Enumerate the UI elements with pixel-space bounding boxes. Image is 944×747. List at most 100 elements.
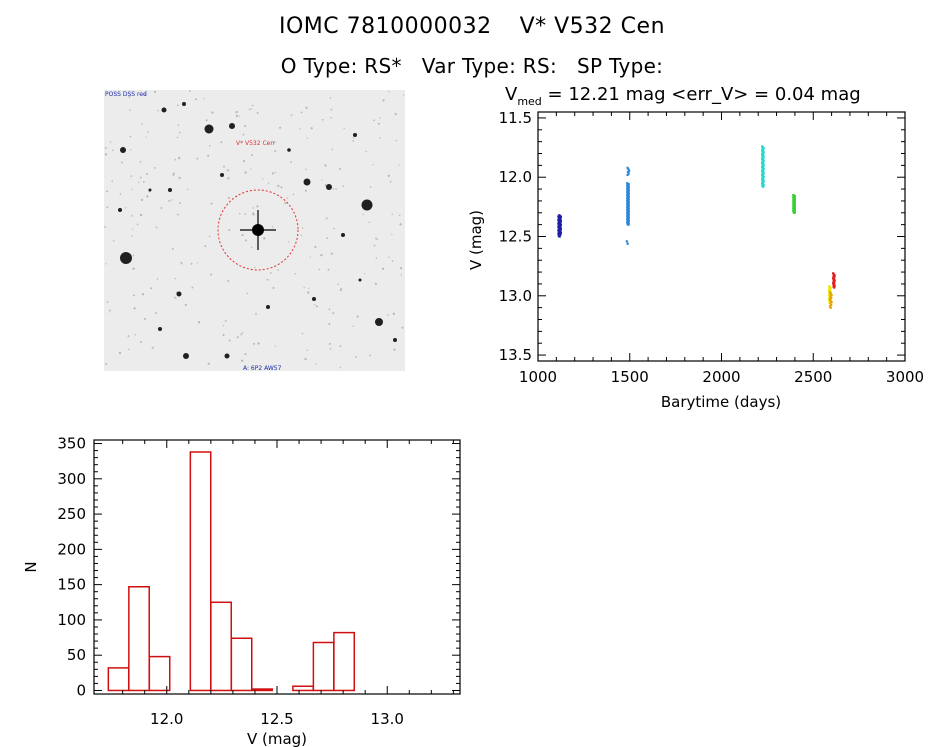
noise-speck — [236, 336, 239, 339]
noise-speck — [145, 136, 147, 138]
data-point — [627, 214, 630, 217]
data-point — [627, 207, 630, 210]
noise-speck — [223, 165, 225, 168]
noise-speck — [369, 354, 372, 357]
noise-speck — [332, 312, 335, 315]
histogram-bar — [292, 685, 315, 692]
histogram-bar — [210, 601, 233, 692]
noise-speck — [224, 319, 227, 322]
noise-speck — [328, 342, 331, 345]
noise-speck — [279, 126, 282, 129]
noise-speck — [290, 161, 292, 163]
data-point — [762, 167, 765, 170]
data-point — [829, 306, 832, 309]
noise-speck — [153, 90, 157, 93]
data-point — [559, 215, 563, 218]
data-point — [762, 152, 765, 155]
noise-speck — [129, 109, 131, 111]
data-point — [627, 198, 630, 201]
noise-speck — [250, 168, 252, 170]
noise-speck — [127, 335, 130, 338]
noise-speck — [181, 263, 183, 265]
noise-speck — [321, 179, 323, 181]
histogram-bar — [251, 688, 274, 692]
y-tick-label: 100 — [57, 611, 86, 629]
y-tick-label: 0 — [76, 681, 86, 699]
noise-speck — [226, 169, 229, 172]
field-star — [176, 291, 182, 297]
data-point — [833, 284, 836, 287]
data-point — [627, 204, 630, 207]
data-point — [559, 231, 563, 234]
noise-speck — [155, 226, 158, 229]
noise-speck — [330, 116, 332, 119]
noise-speck — [352, 325, 355, 327]
data-point — [627, 199, 630, 202]
data-point — [762, 148, 765, 151]
noise-speck — [277, 269, 280, 271]
field-star — [312, 297, 316, 301]
x-tick-label: 13.0 — [371, 710, 404, 728]
histogram-bars — [107, 451, 356, 692]
histogram-xlabel: V (mag) — [247, 730, 307, 747]
data-point — [627, 210, 630, 213]
field-star — [182, 102, 186, 106]
data-point — [627, 192, 630, 195]
data-point — [627, 205, 630, 208]
data-point — [829, 299, 832, 302]
noise-speck — [324, 164, 327, 167]
data-point — [627, 223, 630, 226]
noise-speck — [262, 178, 264, 180]
noise-speck — [300, 111, 303, 114]
y-tick-label: 250 — [57, 505, 86, 523]
noise-speck — [329, 348, 332, 350]
noise-speck — [222, 333, 225, 336]
lightcurve-ticks: 1000 1500 2000 2500 3000 11.5 12.0 12.5 13.0 13.5 — [499, 109, 925, 386]
data-point — [828, 298, 832, 301]
field-star — [224, 353, 230, 359]
finder-noise — [104, 90, 405, 369]
object-type: O Type: RS* — [280, 54, 402, 78]
lightcurve-points — [557, 145, 836, 309]
sp-type: SP Type: — [577, 54, 664, 78]
noise-speck — [119, 193, 122, 195]
noise-speck — [156, 278, 159, 280]
data-point — [627, 217, 630, 220]
noise-speck — [130, 149, 132, 151]
noise-speck — [274, 171, 276, 174]
noise-speck — [267, 182, 270, 184]
data-point — [559, 225, 562, 228]
noise-speck — [203, 98, 205, 100]
noise-speck — [132, 254, 135, 257]
noise-speck — [244, 213, 247, 215]
noise-speck — [314, 245, 317, 249]
noise-speck — [190, 262, 193, 265]
noise-speck — [375, 237, 377, 240]
noise-speck — [240, 333, 243, 336]
noise-speck — [342, 185, 345, 188]
noise-speck — [301, 227, 304, 229]
field-star — [220, 173, 224, 177]
noise-speck — [257, 342, 260, 345]
noise-speck — [227, 177, 230, 180]
data-point — [829, 302, 832, 305]
noise-speck — [372, 164, 374, 166]
field-star — [287, 148, 291, 152]
noise-speck — [399, 223, 402, 226]
noise-speck — [139, 213, 143, 217]
noise-speck — [352, 137, 354, 139]
noise-speck — [191, 286, 194, 289]
noise-speck — [381, 267, 385, 270]
noise-speck — [330, 108, 333, 111]
noise-speck — [277, 184, 280, 187]
noise-speck — [274, 345, 277, 347]
noise-speck — [172, 174, 175, 176]
data-point — [627, 201, 630, 204]
noise-speck — [280, 186, 283, 189]
noise-speck — [210, 202, 213, 205]
noise-speck — [365, 150, 368, 153]
noise-speck — [321, 118, 324, 121]
noise-speck — [174, 277, 176, 280]
noise-speck — [306, 349, 309, 352]
y-tick-label: 350 — [57, 435, 86, 453]
